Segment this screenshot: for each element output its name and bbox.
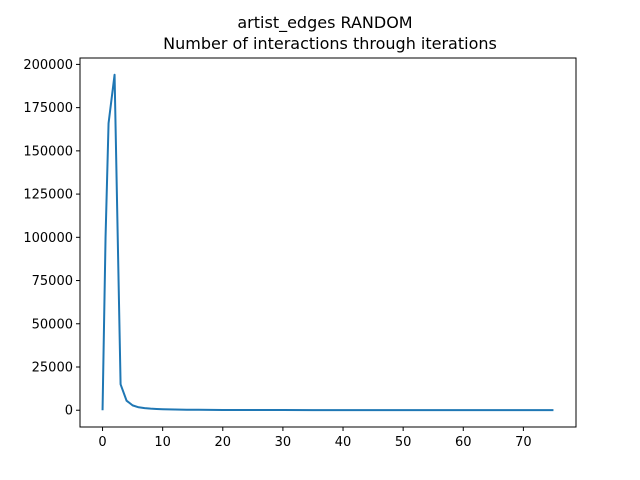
x-tick-label: 20 [215, 435, 232, 450]
x-tick-label: 60 [455, 435, 472, 450]
y-tick-label: 75000 [32, 274, 73, 289]
x-tick-label: 30 [275, 435, 292, 450]
chart-subtitle: Number of interactions through iteration… [163, 34, 497, 53]
y-tick-label: 125000 [23, 188, 73, 203]
y-axis: 0 25000 50000 75000 100000 125000 150000 175000… [23, 58, 80, 419]
x-axis: 0 10 20 30 40 50 60 70 [98, 427, 532, 450]
x-tick-label: 40 [335, 435, 352, 450]
y-tick-label: 100000 [23, 231, 73, 246]
x-tick-label: 70 [515, 435, 532, 450]
y-tick-label: 50000 [32, 317, 73, 332]
y-tick-label: 0 [65, 404, 73, 419]
series-line [101, 73, 554, 412]
y-tick-label: 200000 [23, 58, 73, 73]
y-tick-label: 175000 [23, 101, 73, 116]
y-tick-label: 25000 [32, 360, 73, 375]
y-tick-label: 150000 [23, 144, 73, 159]
x-tick-label: 0 [98, 435, 106, 450]
x-tick-label: 50 [395, 435, 412, 450]
chart-title: artist_edges RANDOM [237, 13, 412, 33]
plot-frame [79, 57, 577, 428]
x-tick-label: 10 [154, 435, 171, 450]
